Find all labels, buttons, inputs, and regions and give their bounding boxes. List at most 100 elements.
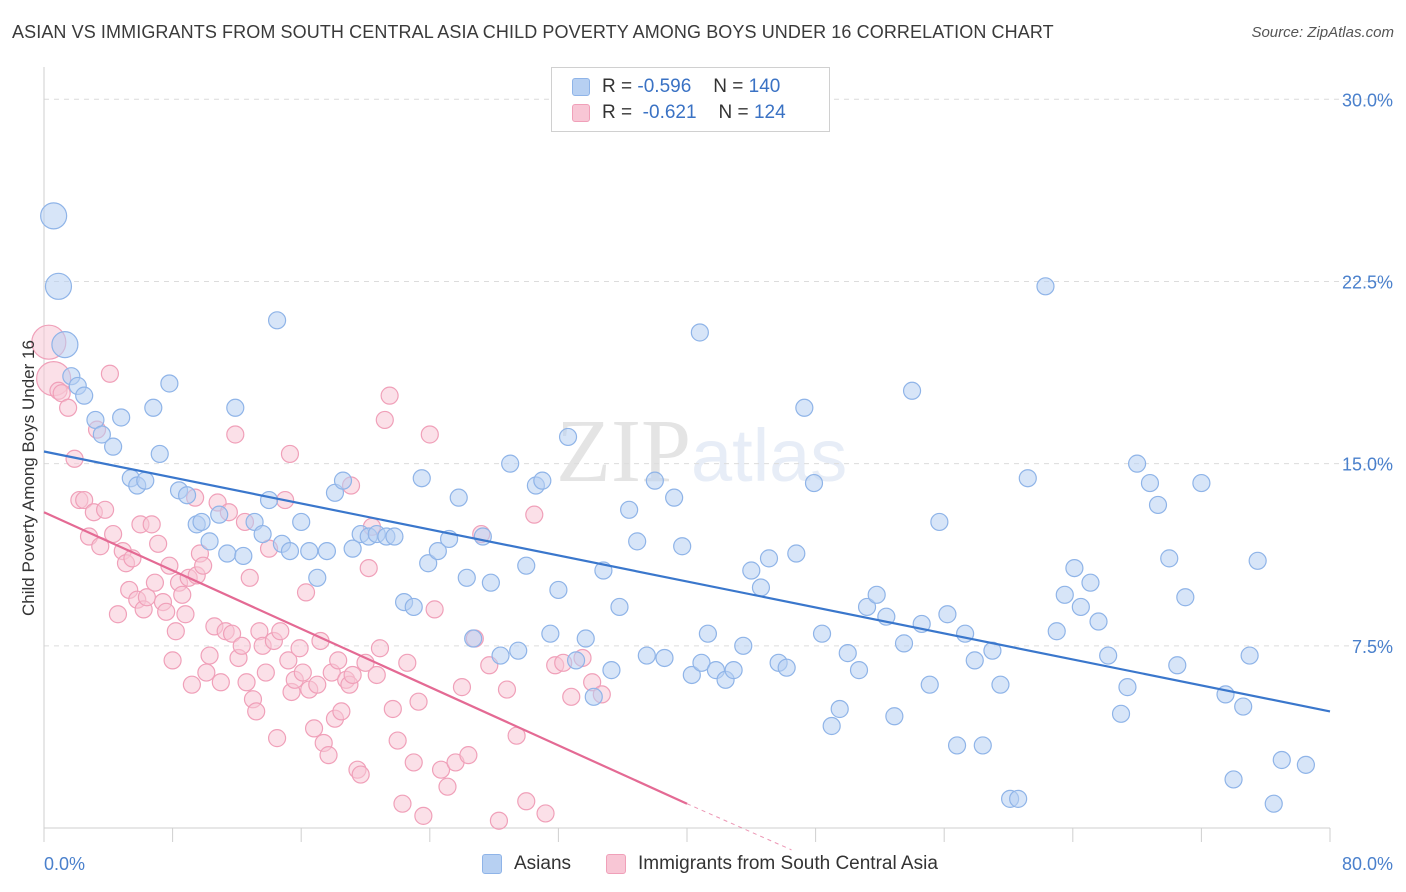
- immigrant-point: [75, 490, 94, 510]
- watermark-zip: ZIP: [556, 402, 691, 501]
- asian-point: [517, 556, 536, 575]
- series-asians-points: [40, 202, 1315, 813]
- asian-point: [787, 544, 806, 563]
- asian-point: [1036, 277, 1055, 296]
- immigrant-point: [367, 665, 386, 685]
- asian-point: [1296, 755, 1315, 774]
- asian-point: [920, 675, 939, 694]
- immigrant-point: [308, 675, 327, 694]
- immigrant-point: [375, 410, 394, 430]
- immigrant-point: [383, 699, 402, 719]
- asian-point: [549, 580, 568, 600]
- bottom-legend-asians[interactable]: Asians: [482, 852, 571, 876]
- y-tick-label: 30.0%: [1342, 90, 1393, 110]
- asian-point: [259, 490, 279, 510]
- immigrant-point: [497, 680, 517, 699]
- immigrant-point: [562, 687, 581, 706]
- asian-point: [1176, 588, 1195, 607]
- asian-point: [1240, 646, 1259, 665]
- asian-point: [645, 471, 664, 490]
- asian-point: [1047, 622, 1066, 641]
- asian-point: [558, 427, 578, 447]
- immigrant-point: [240, 568, 259, 587]
- asian-point: [317, 541, 337, 561]
- asian-point: [777, 658, 796, 677]
- asian-point: [300, 541, 319, 561]
- asian-point: [1127, 454, 1147, 473]
- asian-point: [751, 578, 771, 597]
- watermark: ZIPatlas: [556, 400, 847, 503]
- tick-labels: 7.5% 15.0% 22.5% 30.0% 0.0% 80.0%: [44, 90, 1393, 874]
- axes: [43, 67, 1331, 842]
- legend-r-label: R =: [602, 102, 633, 123]
- asian-point: [1071, 597, 1090, 617]
- asian-point: [812, 624, 832, 643]
- immigrant-point: [232, 636, 251, 655]
- bottom-legend-label-immigrants: Immigrants from South Central Asia: [638, 853, 938, 874]
- immigrant-point: [108, 605, 128, 624]
- asian-point: [902, 381, 922, 400]
- legend-n-value: 124: [753, 102, 786, 123]
- bottom-legend-label-asians: Asians: [514, 853, 572, 874]
- asian-point: [428, 541, 447, 561]
- asian-point: [1160, 549, 1179, 568]
- asian-point: [867, 585, 886, 604]
- asian-point: [1234, 697, 1253, 716]
- immigrant-point: [359, 558, 378, 578]
- asian-point: [75, 386, 94, 405]
- asian-point: [200, 532, 219, 551]
- asian-point: [602, 661, 621, 680]
- bottom-legend-immigrants[interactable]: Immigrants from South Central Asia: [606, 852, 938, 876]
- asian-point: [698, 624, 717, 643]
- chart-title: ASIAN VS IMMIGRANTS FROM SOUTH CENTRAL A…: [12, 22, 1054, 42]
- immigrant-point: [329, 651, 348, 670]
- asian-point: [885, 707, 904, 726]
- asian-point: [292, 512, 311, 532]
- immigrant-point: [59, 398, 78, 417]
- asian-point: [1248, 551, 1267, 570]
- legend-r-label: R =: [602, 76, 633, 97]
- asian-point: [665, 488, 684, 507]
- asian-point: [226, 398, 245, 417]
- immigrant-point: [459, 746, 478, 765]
- asian-point: [1018, 469, 1037, 488]
- asian-point: [724, 661, 743, 680]
- legend-row-asians: R = -0.596 N = 140: [572, 74, 780, 100]
- asian-point: [742, 561, 761, 580]
- asian-point: [1055, 585, 1074, 604]
- immigrant-point: [351, 765, 370, 784]
- asian-point: [1272, 750, 1291, 770]
- asian-point: [177, 486, 197, 505]
- asian-point: [759, 549, 779, 568]
- asian-point: [849, 661, 869, 680]
- asian-point: [973, 736, 992, 755]
- immigrant-point: [525, 505, 544, 524]
- immigrant-point: [200, 646, 219, 665]
- immigrant-point: [173, 585, 192, 604]
- series-immigrants-points: [31, 324, 611, 830]
- immigrant-point: [271, 622, 290, 641]
- legend-row-immigrants: R = -0.621 N = 124: [572, 100, 786, 126]
- asian-point: [830, 699, 849, 719]
- asian-point: [144, 398, 163, 417]
- asian-point: [938, 605, 957, 624]
- asian-point: [150, 444, 169, 464]
- asian-point: [308, 568, 327, 587]
- asian-point: [210, 505, 229, 524]
- asian-point: [92, 425, 111, 444]
- immigrant-point: [145, 573, 165, 592]
- asian-point: [566, 651, 586, 670]
- asian-point: [1224, 770, 1243, 789]
- asian-point: [628, 532, 647, 551]
- immigrant-point: [332, 702, 351, 721]
- asian-point: [533, 471, 552, 490]
- asian-point: [1099, 646, 1118, 665]
- immigrant-point: [267, 729, 287, 748]
- immigrant-point: [280, 444, 300, 464]
- immigrant-point: [293, 663, 312, 682]
- immigrant-point: [226, 425, 245, 444]
- immigrant-point: [380, 386, 399, 405]
- immigrant-point: [438, 777, 457, 796]
- asian-point: [682, 665, 701, 685]
